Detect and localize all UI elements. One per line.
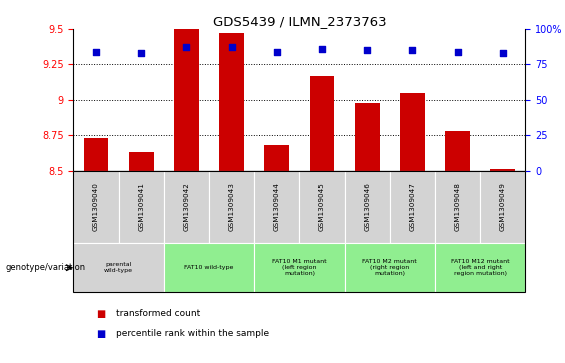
Title: GDS5439 / ILMN_2373763: GDS5439 / ILMN_2373763 xyxy=(212,15,386,28)
Bar xyxy=(445,131,470,171)
Point xyxy=(453,49,462,54)
Text: GSM1309046: GSM1309046 xyxy=(364,183,370,231)
Text: FAT10 M2 mutant
(right region
mutation): FAT10 M2 mutant (right region mutation) xyxy=(363,260,417,276)
Point xyxy=(92,49,101,54)
Text: genotype/variation: genotype/variation xyxy=(6,263,86,272)
Point xyxy=(498,50,507,56)
Text: GSM1309045: GSM1309045 xyxy=(319,183,325,231)
Text: GSM1309047: GSM1309047 xyxy=(410,183,415,231)
Text: GSM1309040: GSM1309040 xyxy=(93,183,99,231)
Text: FAT10 M1 mutant
(left region
mutation): FAT10 M1 mutant (left region mutation) xyxy=(272,260,327,276)
Point xyxy=(318,46,327,52)
Bar xyxy=(355,103,380,171)
Text: GSM1309043: GSM1309043 xyxy=(229,183,234,231)
Bar xyxy=(400,93,425,171)
Text: GSM1309049: GSM1309049 xyxy=(500,183,506,231)
Point xyxy=(363,48,372,53)
Text: GSM1309041: GSM1309041 xyxy=(138,183,144,231)
Text: parental
wild-type: parental wild-type xyxy=(104,262,133,273)
Text: FAT10 wild-type: FAT10 wild-type xyxy=(184,265,234,270)
Text: GSM1309044: GSM1309044 xyxy=(274,183,280,231)
Bar xyxy=(310,76,334,171)
Point xyxy=(408,48,417,53)
Bar xyxy=(264,145,289,171)
Bar xyxy=(219,33,244,171)
Bar xyxy=(174,29,199,171)
Text: percentile rank within the sample: percentile rank within the sample xyxy=(116,330,269,338)
Point xyxy=(182,45,191,50)
Text: transformed count: transformed count xyxy=(116,310,200,318)
Bar xyxy=(129,152,154,171)
Bar xyxy=(490,169,515,171)
Text: GSM1309048: GSM1309048 xyxy=(455,183,460,231)
Point xyxy=(137,50,146,56)
Text: GSM1309042: GSM1309042 xyxy=(184,183,189,231)
Point xyxy=(272,49,281,54)
Point xyxy=(227,45,236,50)
Bar xyxy=(84,138,108,171)
Text: ■: ■ xyxy=(96,329,105,339)
Text: ■: ■ xyxy=(96,309,105,319)
Text: FAT10 M12 mutant
(left and right
region mutation): FAT10 M12 mutant (left and right region … xyxy=(451,260,510,276)
